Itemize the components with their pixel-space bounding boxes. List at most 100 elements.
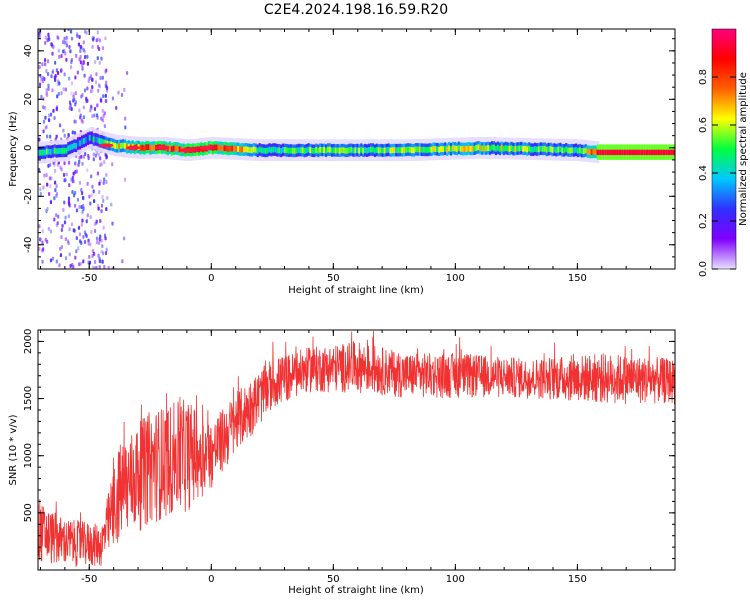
spectrogram-noise-cell — [39, 191, 42, 196]
spectrogram-ridge-core — [75, 142, 78, 149]
spectrogram-noise-cell — [41, 247, 45, 252]
spectrogram-noise-cell — [67, 132, 70, 137]
spectrogram-noise-cell — [101, 46, 105, 51]
spectrogram-ridge-core — [559, 146, 562, 152]
spectrogram-noise-cell — [97, 253, 100, 258]
spectrogram-ridge-core — [453, 145, 457, 152]
spectrogram-noise-cell — [100, 209, 103, 214]
spectrogram-noise-cell — [80, 204, 83, 209]
spectrogram-tail-core — [653, 149, 656, 156]
spectrogram-xtick-label: 100 — [446, 273, 465, 284]
spectrogram-noise-cell — [46, 38, 49, 43]
spectrogram-noise-cell — [55, 134, 58, 139]
spectrogram-noise-cell — [88, 194, 91, 199]
spectrogram-noise-cell — [96, 44, 100, 49]
spectrogram-noise-cell — [111, 96, 114, 101]
spectrogram-noise-cell — [125, 70, 129, 75]
spectrogram-tail-core — [621, 149, 624, 156]
spectrogram-tail-core — [645, 149, 649, 156]
spectrogram-noise-cell — [124, 116, 127, 121]
colorbar-frame — [711, 28, 737, 270]
spectrogram-noise-cell — [87, 238, 90, 243]
spectrogram-noise-cell — [51, 69, 55, 74]
snr-series-line — [38, 330, 675, 567]
spectrogram-noise-cell — [74, 161, 77, 166]
spectrogram-noise-cell — [68, 76, 71, 81]
spectrogram-ridge-core — [469, 145, 472, 152]
spectrogram-ridge-core — [405, 146, 408, 153]
spectrogram-ridge-core — [88, 135, 91, 141]
spectrogram-ridge-core — [79, 140, 82, 147]
spectrogram-ridge-core — [323, 147, 326, 153]
spectrogram-ytick-label: -40 — [23, 237, 34, 253]
spectrogram-xlabel: Height of straight line (km) — [288, 285, 424, 296]
spectrogram-noise-cell — [64, 51, 67, 56]
spectrogram-noise-cell — [92, 199, 96, 204]
spectrogram-ytick-label: 40 — [23, 44, 34, 57]
spectrogram-ridge-core — [381, 147, 384, 154]
spectrogram-noise-cell — [104, 69, 107, 74]
spectrogram-ridge-core — [506, 145, 509, 152]
spectrogram-ridge-core — [241, 146, 244, 153]
spectrogram-noise-cell — [86, 54, 89, 59]
spectrogram-noise-cell — [96, 103, 99, 108]
spectrogram-noise-cell — [76, 70, 79, 75]
spectrogram-noise-cell — [85, 233, 88, 238]
snr-ytick-label: 1500 — [23, 386, 34, 411]
spectrogram-ridge-core — [67, 145, 70, 152]
spectrogram-ridge-core — [284, 147, 287, 153]
spectrogram-noise-cell — [95, 38, 98, 43]
spectrogram-noise-cell — [41, 259, 44, 264]
spectrogram-ridge-core — [147, 144, 150, 151]
spectrogram-noise-cell — [101, 244, 104, 249]
spectrogram-ridge-core — [358, 147, 361, 154]
spectrogram-tail-core — [655, 149, 659, 156]
spectrogram-noise-cell — [38, 246, 41, 251]
spectrogram-ridge-core — [260, 147, 263, 154]
spectrogram-ridge-core — [352, 147, 355, 154]
spectrogram-ridge-core — [459, 145, 462, 152]
spectrogram-ridge-core — [94, 136, 97, 143]
spectrogram-noise-cell — [40, 77, 43, 82]
spectrogram-noise-cell — [72, 193, 76, 198]
spectrogram-tail-core — [662, 149, 666, 156]
spectrogram-noise-cell — [89, 104, 93, 109]
spectrogram-noise-cell — [87, 241, 90, 246]
spectrogram-ridge-core — [225, 145, 228, 152]
spectrogram-ridge-core — [555, 147, 558, 154]
spectrogram-ridge-core — [434, 146, 437, 153]
spectrogram-ridge-core — [41, 149, 45, 156]
spectrogram-tail-core — [628, 149, 632, 156]
spectrogram-noise-cell — [46, 71, 50, 76]
spectrogram-noise-cell — [95, 236, 99, 241]
spectrogram-ridge-core — [545, 146, 548, 153]
spectrogram-ridge-core — [430, 146, 433, 153]
spectrogram-noise-cell — [72, 179, 76, 184]
spectrogram-noise-cell — [47, 163, 50, 168]
spectrogram-noise-cell — [63, 178, 66, 183]
spectrogram-tail-core — [635, 149, 639, 156]
spectrogram-noise-cell — [70, 81, 74, 86]
spectrogram-ridge-core — [121, 142, 125, 149]
spectrogram-ridge-core — [47, 148, 50, 155]
spectrogram-noise-cell — [67, 199, 70, 204]
spectrogram-ridge-core — [426, 147, 429, 153]
spectrogram-noise-cell — [79, 49, 82, 54]
spectrogram-ridge-core — [289, 147, 293, 154]
spectrogram-noise-cell — [94, 260, 97, 265]
spectrogram-noise-cell — [38, 137, 41, 142]
spectrogram-noise-cell — [96, 115, 99, 120]
spectrogram-noise-cell — [105, 99, 108, 104]
spectrogram-ridge-core — [492, 144, 496, 151]
spectrogram-ridge-core — [360, 146, 363, 153]
spectrogram-noise-cell — [100, 203, 104, 208]
spectrogram-noise-cell — [94, 80, 98, 85]
spectrogram-noise-cell — [83, 88, 87, 93]
spectrogram-tail-core — [609, 149, 612, 156]
spectrogram-noise-cell — [70, 91, 73, 96]
spectrogram-ridge-core — [561, 147, 564, 154]
colorbar-tick-label: 0.6 — [698, 117, 709, 133]
spectrogram-ridge-core — [307, 146, 310, 153]
spectrogram-noise-cell — [87, 79, 90, 84]
spectrogram-ridge-core — [373, 147, 377, 154]
